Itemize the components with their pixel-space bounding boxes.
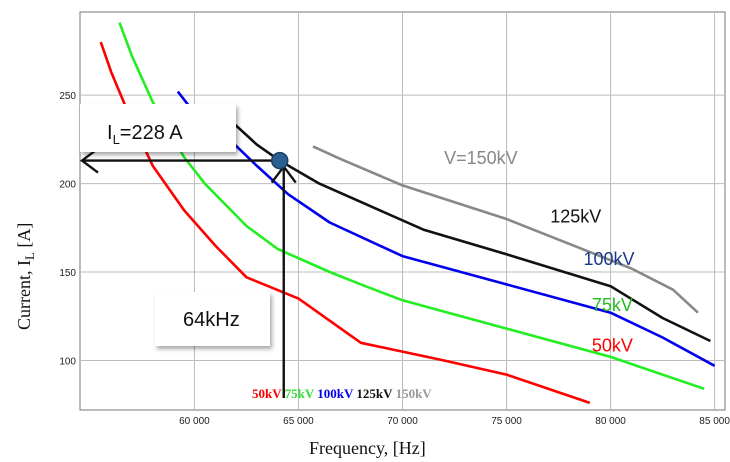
current-arrow-head [80,147,99,174]
current-callout-label: IL=228 A [107,122,183,147]
current-callout-box [80,104,236,152]
curve-labels: 50kV 75kV 100kV 125kV V=150kV [444,148,634,356]
curve-label: 50kV [592,336,633,356]
x-tick-label: 60 000 [179,416,210,427]
y-axis-title-sub: L [22,252,37,260]
tick-labels: 60 000 65 000 70 000 75 000 80 000 85 000 100 1… [59,91,730,427]
x-tick-label: 65 000 [283,416,314,427]
y-tick-label: 250 [59,91,76,102]
x-tick-label: 80 000 [595,416,626,427]
legend-entry: 100kV [314,386,354,401]
curve-label: 75kV [592,295,633,315]
legend-entry: 50kV [252,386,282,401]
annotation-arrows [80,147,297,398]
legend-entry: 150kV [392,386,432,401]
series-line-75kV [118,22,705,391]
y-tick-label: 100 [59,356,76,367]
frequency-callout-box [155,292,270,346]
frequency-callout-label: 64kHz [183,309,240,331]
operating-point-marker [270,151,289,170]
x-axis-title: Frequency, [Hz] [309,438,426,458]
marker-dot [270,151,289,170]
y-axis-title: Current, IL [A] [14,223,37,330]
legend: 50kV 75kV 100kV 125kV 150kV [252,386,432,401]
series-line-125kV [231,120,711,343]
y-axis-title-unit: [A] [14,223,34,253]
x-tick-label: 70 000 [387,416,418,427]
legend-entry: 125kV [353,386,393,401]
current-prefix: I [107,122,113,144]
current-value: =228 A [120,122,184,144]
current-subscript: L [113,132,120,147]
y-tick-label: 200 [59,180,76,191]
curve-label: 125kV [550,206,601,226]
curve-label: 100kV [584,249,635,269]
y-axis-title-main: Current, I [14,260,34,330]
x-tick-label: 85 000 [699,416,730,427]
y-tick-label: 150 [59,268,76,279]
curve-label: V=150kV [444,148,518,168]
x-tick-label: 75 000 [491,416,522,427]
legend-entry: 75kV [281,386,314,401]
series-line-150kV [312,145,699,314]
